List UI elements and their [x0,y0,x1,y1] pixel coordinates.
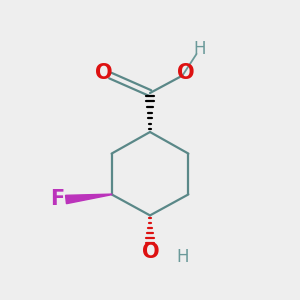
Polygon shape [65,194,112,204]
Text: O: O [142,242,159,262]
Text: O: O [177,63,195,82]
Text: H: H [177,248,189,266]
Text: H: H [193,40,206,58]
Text: O: O [95,63,112,82]
Text: F: F [50,189,65,209]
